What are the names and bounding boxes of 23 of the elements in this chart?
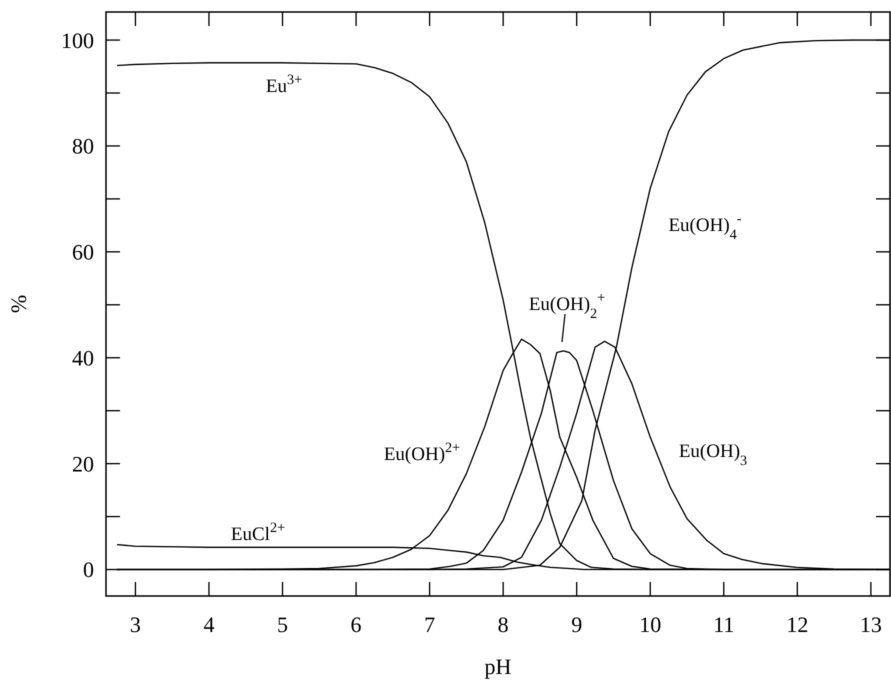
y-tick-label: 60 [72, 240, 94, 265]
x-tick-label: 4 [203, 612, 214, 637]
series-label: EuCl$^{2+}$ [230, 520, 286, 545]
x-tick-label: 12 [786, 612, 808, 637]
x-tick-label: 5 [277, 612, 288, 637]
y-tick-label: 20 [72, 451, 94, 476]
x-tick-label: 9 [571, 612, 582, 637]
series-label: Eu(OH)$_{3}$ [678, 441, 748, 469]
y-tick-label: 80 [72, 134, 94, 159]
series-label: Eu$^{3+}$ [266, 72, 302, 97]
x-axis-title: pH [484, 654, 512, 679]
x-tick-label: 10 [639, 612, 662, 637]
series-label: Eu(OH)$^{2+}$ [384, 440, 460, 465]
x-tick-label: 3 [130, 612, 141, 637]
x-tick-label: 8 [498, 612, 509, 637]
y-tick-label: 100 [61, 28, 94, 53]
x-tick-label: 7 [424, 612, 436, 637]
y-tick-label: 40 [72, 345, 94, 370]
x-tick-label: 13 [860, 612, 882, 637]
y-axis-title: % [6, 294, 31, 314]
y-tick-label: 0 [83, 557, 94, 582]
x-tick-label: 11 [713, 612, 734, 637]
x-tick-label: 6 [350, 612, 362, 637]
